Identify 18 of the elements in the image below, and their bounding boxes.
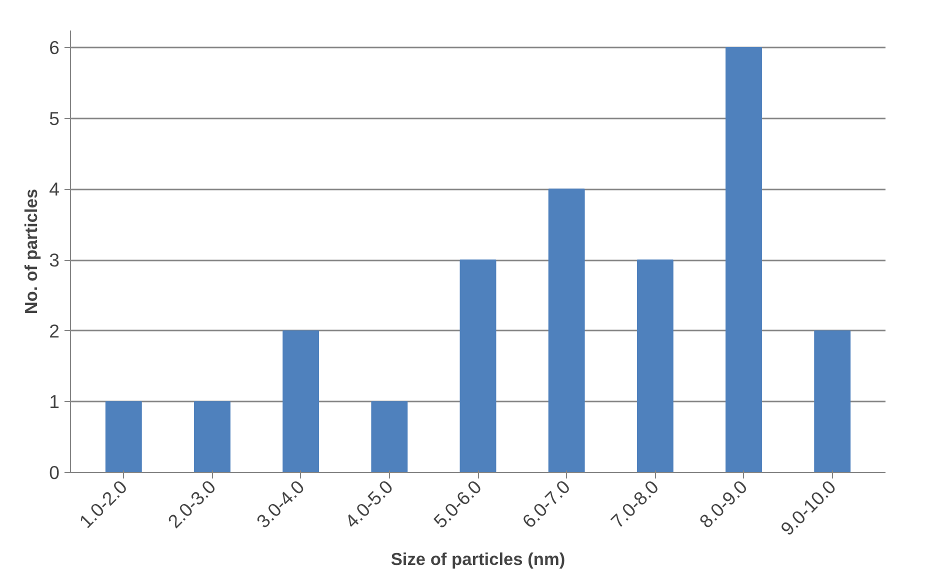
bar: [726, 47, 762, 472]
bar: [636, 260, 674, 472]
y-tick-label: 5: [49, 108, 60, 129]
bar: [371, 401, 408, 472]
bar: [548, 188, 585, 472]
bar: [460, 260, 496, 472]
y-tick-label: 0: [49, 462, 60, 483]
y-tick-label: 3: [49, 250, 60, 270]
y-tick-label: 4: [49, 178, 60, 200]
bar: [814, 330, 851, 472]
x-axis-title: Size of particles (nm): [390, 549, 566, 570]
y-tick-label: 6: [49, 37, 60, 58]
bar: [194, 401, 230, 472]
y-tick-label: 1: [49, 391, 60, 412]
y-axis-title: No. of particles: [21, 188, 42, 314]
bar: [282, 330, 320, 472]
y-tick-label: 2: [49, 320, 60, 342]
bar: [105, 401, 142, 472]
